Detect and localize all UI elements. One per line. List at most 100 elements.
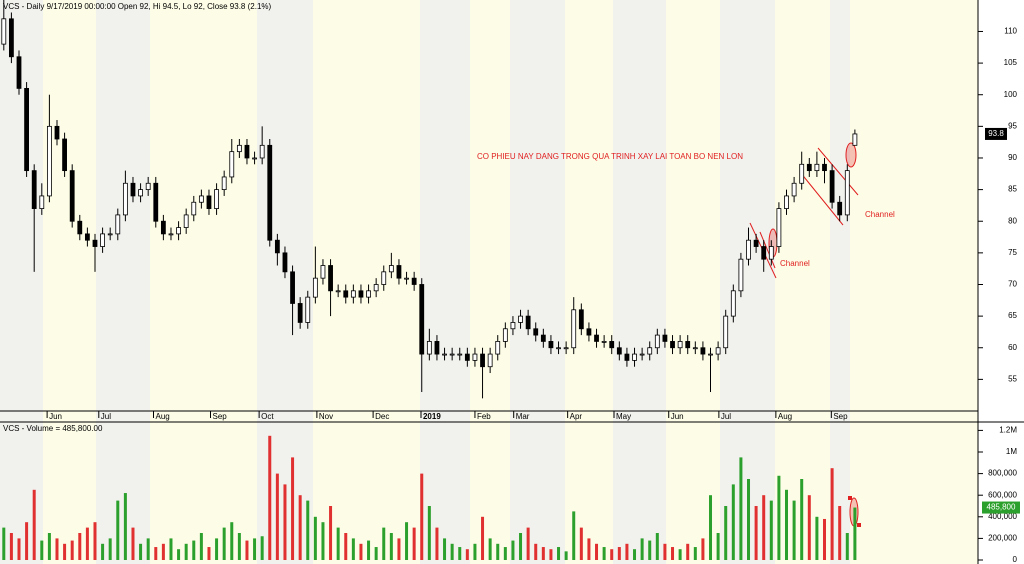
y-tick-label: 1M — [1006, 447, 1017, 456]
candle-body — [259, 144, 265, 159]
x-tick-label: Apr — [570, 412, 583, 421]
candle-body — [92, 239, 98, 247]
candle-body — [320, 265, 326, 279]
volume-bar — [230, 522, 234, 560]
volume-bar — [731, 484, 735, 560]
y-tick-label: 80 — [1008, 216, 1017, 225]
candle-body — [252, 157, 257, 160]
candle-body — [844, 170, 850, 216]
volume-bar — [359, 543, 363, 560]
volume-bar — [572, 511, 576, 560]
volume-bar — [739, 457, 743, 560]
candle-body — [381, 271, 387, 285]
volume-bar — [785, 489, 789, 560]
y-tick-label: 100 — [1004, 90, 1018, 99]
last-volume-box — [982, 501, 1020, 514]
volume-bar — [443, 538, 447, 560]
candle-body — [160, 220, 166, 235]
candle-body — [609, 341, 615, 349]
x-tick-label: Jul — [721, 412, 731, 421]
candle-body — [829, 170, 835, 203]
candle-body — [578, 309, 584, 330]
candle-body — [176, 227, 181, 235]
candle-body — [350, 290, 356, 298]
annotation: Channel — [865, 210, 895, 219]
volume-bar — [192, 540, 196, 560]
volume-bar — [154, 547, 158, 560]
candle-body — [670, 341, 675, 349]
volume-bar — [564, 551, 568, 560]
x-tick-label: Jun — [671, 412, 684, 421]
candle-body — [335, 290, 341, 293]
candle-body — [328, 265, 333, 292]
volume-bar — [807, 495, 811, 560]
y-tick-label: 55 — [1008, 374, 1017, 383]
candle-body — [487, 353, 493, 368]
volume-bar — [146, 538, 150, 560]
candle-body — [396, 265, 402, 279]
candle-body — [419, 284, 425, 355]
candle-body — [221, 176, 227, 191]
candle-body — [236, 144, 242, 153]
candle-body — [46, 125, 52, 197]
volume-bar — [389, 533, 393, 560]
candle-body — [1, 18, 7, 45]
candle-body — [654, 334, 660, 349]
candle-body — [411, 277, 417, 285]
candle-body — [312, 277, 318, 298]
volume-bar — [397, 538, 401, 560]
x-tick-label: Jun — [49, 412, 62, 421]
candle-body — [206, 195, 212, 209]
candle-body — [358, 290, 364, 298]
candle-body — [708, 353, 713, 356]
last-price-label: 93.8 — [988, 129, 1004, 138]
volume-bar — [420, 473, 424, 560]
candle-body — [31, 170, 37, 209]
volume-bar — [822, 518, 826, 560]
candle-body — [343, 290, 349, 298]
volume-bar — [709, 495, 713, 560]
volume-bar — [40, 540, 44, 560]
volume-bar — [237, 533, 241, 560]
candle-body — [632, 353, 637, 361]
volume-bar — [579, 527, 583, 560]
y-tick-label: 105 — [1004, 58, 1018, 67]
x-tick-label: Oct — [261, 412, 274, 421]
candle-body — [84, 233, 90, 241]
volume-bar — [724, 506, 728, 560]
candle-body — [700, 347, 706, 355]
volume-bar — [9, 533, 13, 560]
candle-body — [274, 239, 280, 254]
candle-body — [62, 138, 67, 172]
x-tick-label: Mar — [516, 412, 530, 421]
candle-body — [366, 290, 371, 298]
candle-body — [852, 133, 858, 146]
volume-bar — [655, 533, 659, 560]
volume-bar — [78, 533, 82, 560]
y-tick-label: 600,000 — [988, 490, 1017, 499]
candle-body — [692, 347, 698, 350]
candle-body — [540, 334, 546, 342]
x-tick-label: Sep — [833, 412, 848, 421]
candle-body — [457, 353, 463, 356]
candle-body — [525, 315, 531, 330]
volume-bar — [313, 516, 317, 560]
volume-bar — [534, 543, 538, 560]
volume-bar — [663, 543, 667, 560]
candle-body — [54, 125, 60, 140]
volume-bar — [215, 538, 219, 560]
volume-bar — [47, 533, 51, 560]
volume-bar — [93, 522, 97, 560]
candle-body — [8, 18, 14, 58]
candle-body — [153, 182, 159, 222]
candle-body — [601, 341, 607, 343]
volume-bar — [32, 489, 36, 560]
volume-bar — [511, 540, 515, 560]
volume-bar — [25, 522, 29, 560]
volume-bar — [253, 538, 257, 560]
candle-body — [122, 182, 128, 216]
candle-body — [571, 309, 577, 349]
volume-bar — [671, 547, 675, 560]
volume-bar — [139, 543, 143, 560]
candle-body — [39, 195, 45, 209]
